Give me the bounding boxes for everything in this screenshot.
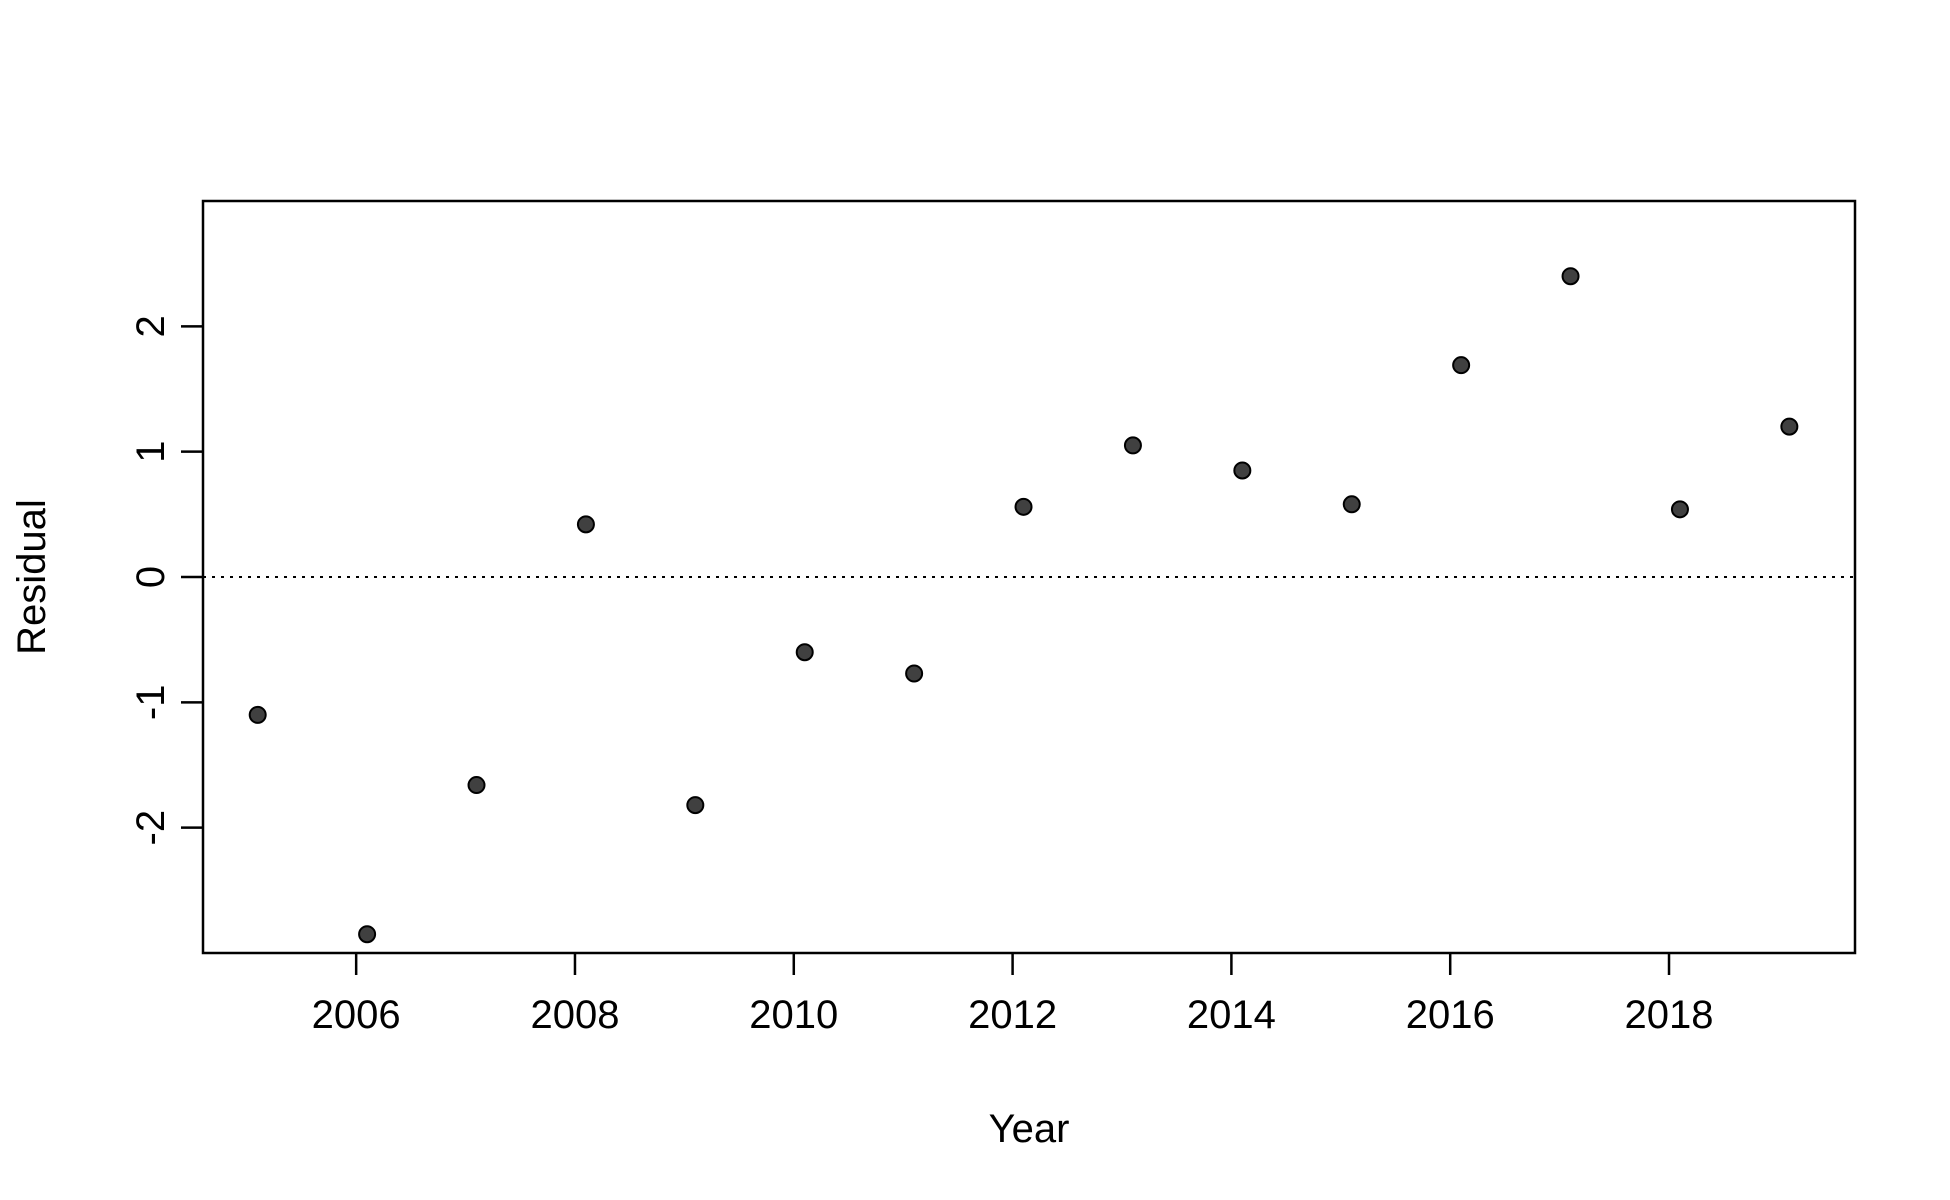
y-tick-label: 2 [129, 315, 173, 337]
data-point [1780, 417, 1799, 436]
y-tick-label: 0 [129, 566, 173, 588]
data-point [358, 925, 377, 944]
data-point [905, 664, 924, 683]
data-point [576, 515, 595, 534]
y-axis-title: Residual [10, 499, 54, 655]
data-point [1342, 495, 1361, 514]
x-axis: 2006 2008 2010 2012 2014 2016 2018 [312, 953, 1714, 1037]
y-tick-label: -2 [129, 810, 173, 846]
data-point [1123, 436, 1142, 455]
data-point [467, 776, 486, 795]
x-tick-label: 2018 [1625, 993, 1714, 1037]
x-tick-label: 2010 [749, 993, 838, 1037]
data-point [686, 796, 705, 815]
data-point [1233, 461, 1252, 480]
y-tick-label: 1 [129, 441, 173, 463]
data-points [248, 267, 1799, 944]
data-point [1014, 497, 1033, 516]
y-axis: -2 -1 0 1 2 [129, 315, 203, 845]
x-tick-label: 2008 [530, 993, 619, 1037]
x-tick-label: 2014 [1187, 993, 1276, 1037]
data-point [795, 643, 814, 662]
x-tick-label: 2012 [968, 993, 1057, 1037]
data-point [1670, 500, 1689, 519]
data-point [248, 705, 267, 724]
x-axis-title: Year [989, 1107, 1070, 1151]
x-tick-label: 2016 [1406, 993, 1495, 1037]
data-point [1561, 267, 1580, 286]
y-tick-label: -1 [129, 685, 173, 721]
x-tick-label: 2006 [312, 993, 401, 1037]
data-point [1452, 356, 1471, 375]
